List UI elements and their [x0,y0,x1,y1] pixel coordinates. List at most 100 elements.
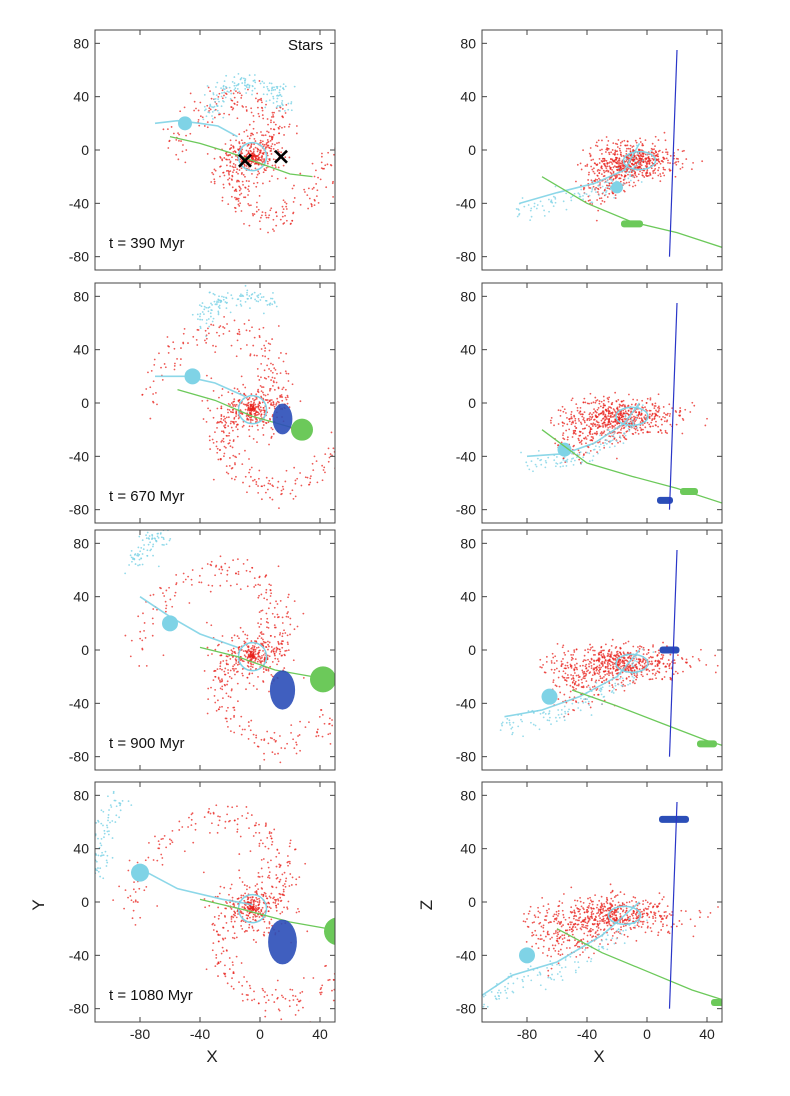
host-star-point [262,434,265,436]
y-tick-label: -40 [69,695,89,711]
host-star-point [318,715,321,718]
host-star-point [179,110,182,113]
host-star-point [221,159,224,162]
host-star-point [611,411,613,414]
host-star-point [583,677,586,680]
host-star-point [656,670,659,673]
host-star-point [262,171,265,174]
y-tick-label: 0 [81,142,89,158]
host-star-point [210,181,213,183]
host-star-point [343,429,345,431]
host-star-point [593,172,596,175]
companion-arm-point [213,98,216,101]
host-star-point [591,425,594,427]
host-star-point [619,417,622,420]
host-star-point [602,653,605,655]
host-star-point [570,399,573,402]
companion-arm-point [226,292,229,294]
companion-arm-point [223,91,226,94]
host-star-point [605,410,608,413]
host-star-point [212,679,215,682]
host-star-point [281,632,284,635]
host-star-point [594,425,597,428]
host-star-point [594,410,597,412]
host-star-point [604,423,607,426]
companion-arm-point [221,295,223,298]
host-star-point [209,448,212,450]
host-star-point [654,172,657,174]
host-star-point [601,167,603,170]
companion-stream-point [624,413,627,416]
host-star-point [261,214,263,217]
host-star-point [689,411,692,413]
host-star-point [255,640,258,643]
host-star-point [294,482,297,485]
host-star-point [233,319,236,322]
host-star-point [618,162,621,164]
host-star-point [605,160,608,162]
host-star-point [254,659,257,662]
host-star-point [579,410,582,413]
host-star-point [606,165,609,168]
host-star-point [560,441,563,444]
host-star-point [273,635,276,638]
host-star-point [644,665,646,668]
host-star-point [246,585,249,588]
host-star-point [335,721,337,723]
host-star-point [259,142,261,144]
host-star-point [567,666,570,669]
host-star-point [153,358,156,361]
host-star-point [602,410,605,413]
host-star-point [233,398,236,401]
host-star-point [218,326,221,329]
host-star-point [617,399,620,401]
host-star-point [329,453,332,455]
host-star-point [620,166,622,169]
companion-arm-point [247,297,249,300]
host-star-point [224,667,227,670]
host-star-point [665,148,668,151]
companion-stream-point [632,425,635,428]
host-star-point [281,399,284,402]
companion-stream-point [622,442,625,445]
host-star-point [270,119,272,122]
companion-arm-point [157,532,160,535]
host-star-point [615,166,618,169]
companion-stream-point [624,168,627,171]
host-star-point [594,414,597,417]
host-star-point [578,412,581,414]
host-star-point [238,169,241,171]
host-star-point [607,407,610,410]
companion-arm-point [237,72,240,75]
companion-arm-point [217,311,220,314]
host-star-point [281,205,284,208]
companion-arm-point [250,297,252,300]
host-star-point [632,145,635,148]
companion-stream-point [632,170,635,173]
host-star-point [268,180,271,183]
host-star-point [281,643,284,645]
host-star-point [596,174,599,177]
host-star-point [256,368,259,370]
host-star-point [539,666,542,668]
host-star-point [654,660,657,663]
host-star-point [591,168,594,171]
companion-stream-point [618,435,621,437]
host-star-point [283,653,286,656]
companion-arm-point [153,537,156,540]
companion-track [504,649,641,718]
host-star-point [254,658,257,661]
host-star-point [214,669,217,672]
host-star-point [654,402,657,405]
companion-arm-point [142,548,145,551]
host-star-point [223,327,226,329]
companion-arm-point [231,81,234,83]
host-star-point [284,214,286,217]
host-star-point [268,214,271,217]
companion-arm-point [152,554,154,557]
host-star-point [285,398,288,401]
host-star-point [257,170,260,173]
host-star-point [615,646,618,648]
host-star-point [597,139,600,142]
host-star-point [337,709,339,711]
